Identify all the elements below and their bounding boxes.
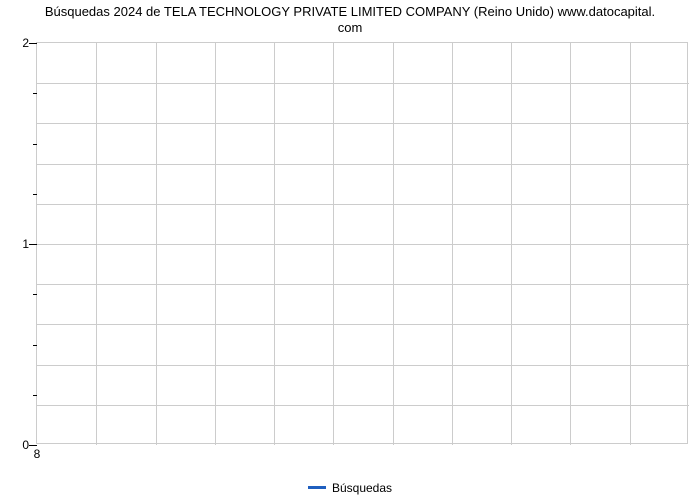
gridline-horizontal (37, 365, 689, 366)
y-tick-mark (29, 244, 37, 245)
legend: Búsquedas (0, 478, 700, 495)
y-tick-mark-minor (33, 93, 37, 94)
chart-title-line1: Búsquedas 2024 de TELA TECHNOLOGY PRIVAT… (45, 4, 655, 19)
x-tick-label: 8 (34, 443, 41, 461)
y-tick-mark-minor (33, 395, 37, 396)
y-tick-mark (29, 43, 37, 44)
legend-item-busquedas: Búsquedas (308, 481, 392, 495)
chart-title: Búsquedas 2024 de TELA TECHNOLOGY PRIVAT… (0, 0, 700, 37)
gridline-horizontal (37, 244, 689, 245)
gridline-horizontal (37, 83, 689, 84)
legend-label: Búsquedas (332, 481, 392, 495)
chart-title-line2: com (338, 20, 363, 35)
chart-container: Búsquedas 2024 de TELA TECHNOLOGY PRIVAT… (0, 0, 700, 500)
legend-swatch (308, 486, 326, 489)
gridline-horizontal (37, 164, 689, 165)
y-tick-mark-minor (33, 194, 37, 195)
gridline-horizontal (37, 284, 689, 285)
y-tick-mark-minor (33, 345, 37, 346)
gridline-horizontal (37, 123, 689, 124)
gridline-horizontal (37, 204, 689, 205)
y-tick-mark-minor (33, 294, 37, 295)
gridline-horizontal (37, 405, 689, 406)
plot-area: 0128 (36, 42, 688, 444)
gridline-horizontal (37, 324, 689, 325)
y-tick-mark-minor (33, 144, 37, 145)
